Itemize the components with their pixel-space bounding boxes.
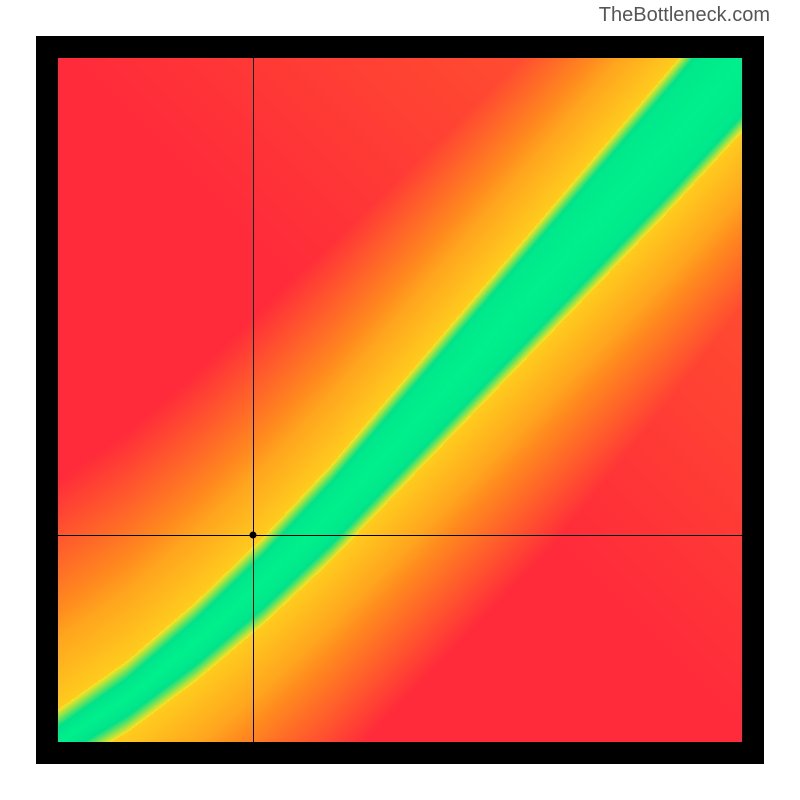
plot-outer-frame <box>36 36 764 764</box>
bottleneck-heatmap <box>36 36 764 764</box>
chart-container: TheBottleneck.com <box>0 0 800 800</box>
watermark-text: TheBottleneck.com <box>599 4 770 27</box>
